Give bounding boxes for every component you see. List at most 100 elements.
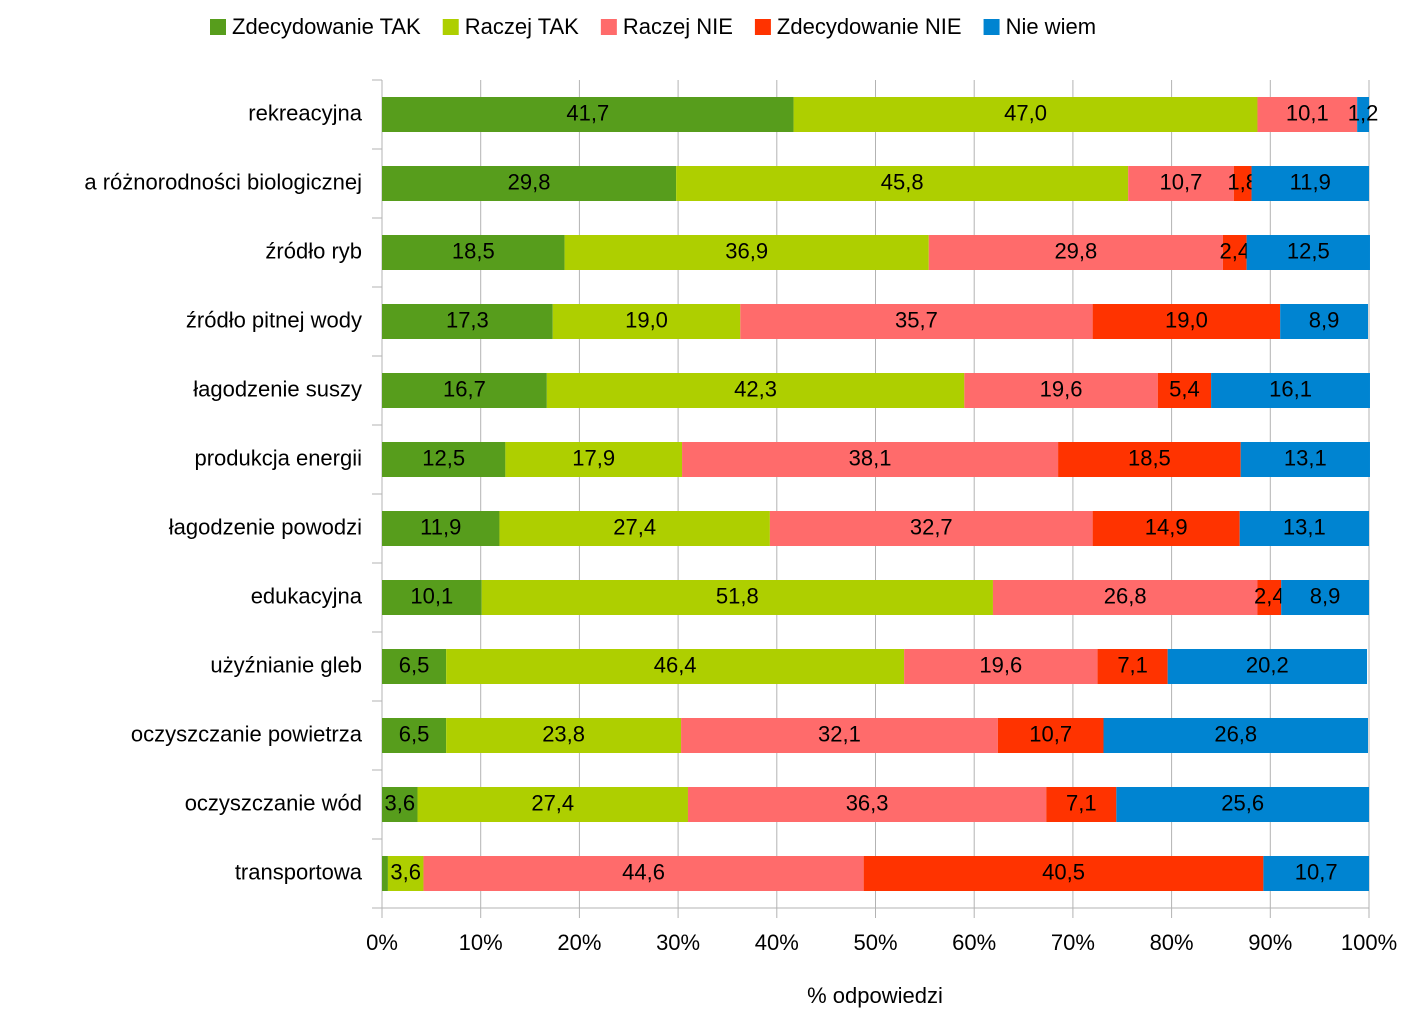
y-tick-label: a różnorodności biologicznej [84,169,362,194]
legend-swatch [600,19,617,35]
data-label: 32,1 [818,721,861,746]
bar-segment [1167,649,1368,684]
bar-segment [1239,511,1369,546]
bar-segment [382,511,500,546]
data-label: 36,3 [846,790,889,815]
data-label: 47,0 [1004,100,1047,125]
data-label: 5,4 [1169,376,1200,401]
data-label: 12,5 [422,445,465,470]
bar-segment [1092,304,1281,339]
bar-segment [681,718,998,753]
data-label: 14,9 [1145,514,1188,539]
bar-segment [687,787,1047,822]
data-label: 45,8 [881,169,924,194]
x-axis-label: % odpowiedzi [807,983,943,1008]
bar-segment [1257,97,1358,132]
data-label: 19,6 [979,652,1022,677]
bar-segment [1246,235,1370,270]
y-tick-label: transportowa [235,859,363,884]
legend-swatch [754,19,771,35]
bar-segment [1103,718,1369,753]
bar-segment [564,235,929,270]
data-label: 8,9 [1310,583,1341,608]
bar-segment [1357,97,1369,132]
legend-label: Zdecydowanie TAK [232,14,421,39]
legend-label: Nie wiem [1006,14,1096,39]
bar-segment [382,580,482,615]
data-label: 23,8 [542,721,585,746]
x-tick-label: 10% [459,930,503,955]
x-tick-label: 20% [557,930,601,955]
legend-label: Zdecydowanie NIE [777,14,962,39]
data-label: 10,7 [1160,169,1203,194]
data-label: 8,9 [1309,307,1340,332]
data-label: 20,2 [1246,652,1289,677]
data-label: 10,7 [1295,859,1338,884]
bar-segment [552,304,741,339]
x-tick-label: 80% [1150,930,1194,955]
legend-swatch [210,19,226,35]
data-label: 13,1 [1284,445,1327,470]
data-label: 3,6 [384,790,415,815]
bar-segment [546,373,965,408]
bar-segment [793,97,1258,132]
data-label: 51,8 [716,583,759,608]
data-label: 2,4 [1254,583,1285,608]
data-label: 41,7 [566,100,609,125]
data-label: 7,1 [1117,652,1148,677]
data-label: 17,3 [446,307,489,332]
data-label: 18,5 [452,238,495,263]
data-label: 1,2 [1348,100,1379,125]
bar-segment [1280,304,1369,339]
bar-segment [382,442,506,477]
bar-segment [499,511,770,546]
y-tick-label: użyźnianie gleb [210,652,362,677]
bar-segment [1257,580,1282,615]
bar-segment [740,304,1093,339]
bar-segment [1251,166,1369,201]
bar-segment [1240,442,1370,477]
bar-segment [769,511,1093,546]
bar-segment [382,649,447,684]
bar-segment [676,166,1129,201]
x-tick-label: 30% [656,930,700,955]
data-label: 38,1 [849,445,892,470]
bar-segment [382,97,794,132]
bar-segment [904,649,1098,684]
data-label: 27,4 [531,790,574,815]
data-label: 13,1 [1283,514,1326,539]
data-label: 42,3 [734,376,777,401]
bar-segment [417,787,688,822]
bar-segment [382,373,547,408]
data-label: 2,4 [1219,238,1250,263]
legend-label: Raczej TAK [465,14,579,39]
bar-segment [446,718,682,753]
bar-segment [382,235,565,270]
bar-segment [446,649,905,684]
data-label: 26,8 [1104,583,1147,608]
data-label: 19,0 [625,307,668,332]
y-tick-label: produkcja energii [194,445,362,470]
bar-segment [382,166,677,201]
data-label: 18,5 [1128,445,1171,470]
legend-swatch [983,19,1000,35]
data-label: 11,9 [1290,169,1331,194]
data-label: 46,4 [654,652,697,677]
bar-segment [1281,580,1369,615]
y-tick-label: łagodzenie suszy [193,376,362,401]
data-label: 29,8 [1054,238,1097,263]
bar-segment [997,718,1104,753]
x-tick-label: 70% [1051,930,1095,955]
data-label: 25,6 [1221,790,1264,815]
data-label: 19,0 [1165,307,1208,332]
data-label: 27,4 [613,514,656,539]
bar-segment [1046,787,1117,822]
y-tick-label: źródło ryb [265,238,362,263]
data-label: 19,6 [1040,376,1083,401]
x-tick-label: 90% [1248,930,1292,955]
bar-segment [382,787,418,822]
bar-segment [1233,166,1252,201]
bar-segment [481,580,993,615]
data-label: 11,9 [420,514,461,539]
y-tick-label: oczyszczanie powietrza [131,721,363,746]
